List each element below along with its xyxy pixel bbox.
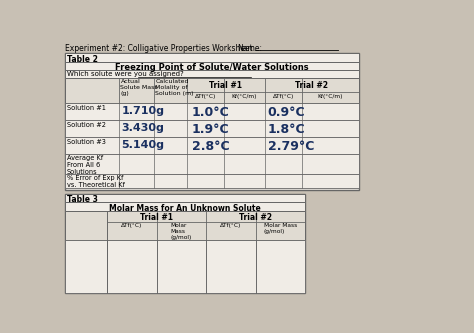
Bar (64, 53, 359, 62)
Text: Experiment #2: Colligative Properties Worksheet: Experiment #2: Colligative Properties Wo… (64, 44, 253, 53)
Text: 2.79°C: 2.79°C (268, 140, 314, 153)
Text: Actual
Solute Mass
(g): Actual Solute Mass (g) (120, 79, 158, 96)
Bar (64, 120, 359, 137)
Text: Which solute were you assigned?: Which solute were you assigned? (67, 71, 184, 77)
Text: Average Kf
From All 6
Solutions: Average Kf From All 6 Solutions (67, 156, 103, 175)
Bar (64, 79, 359, 103)
Text: Kf(°C/m): Kf(°C/m) (232, 94, 257, 99)
Text: 1.710g: 1.710g (121, 106, 164, 116)
Text: ΔTf(°C): ΔTf(°C) (121, 223, 143, 228)
Text: Solution #2: Solution #2 (67, 122, 106, 128)
Text: Molar
Mass
(g/mol): Molar Mass (g/mol) (171, 223, 192, 240)
Bar (64, 174, 359, 188)
Bar (64, 103, 359, 120)
Text: Trial #2: Trial #2 (295, 81, 328, 90)
Text: Molar Mass for An Unknown Solute: Molar Mass for An Unknown Solute (109, 203, 261, 212)
Text: 1.0°C: 1.0°C (192, 106, 229, 119)
Text: ΔTf(°C): ΔTf(°C) (220, 223, 242, 228)
Text: Solution #3: Solution #3 (67, 139, 106, 145)
Text: Trial #1: Trial #1 (210, 81, 242, 90)
Text: Table 2: Table 2 (67, 55, 98, 64)
Text: Trial #2: Trial #2 (239, 213, 272, 222)
Bar (64, 137, 359, 154)
Bar (64, 70, 359, 79)
Text: 5.140g: 5.140g (121, 140, 164, 150)
Text: ΔTf(°C): ΔTf(°C) (273, 94, 294, 99)
Text: Name:: Name: (237, 44, 263, 53)
Text: 0.9°C: 0.9°C (268, 106, 305, 119)
Bar (64, 240, 305, 292)
Text: Calculated
Molality of
Solution (m): Calculated Molality of Solution (m) (155, 79, 194, 96)
Text: % Error of Exp Kf
vs. Theoretical Kf: % Error of Exp Kf vs. Theoretical Kf (67, 175, 125, 188)
Bar (64, 202, 305, 211)
Text: 1.8°C: 1.8°C (268, 123, 305, 136)
Text: Freezing Point of Solute/Water Solutions: Freezing Point of Solute/Water Solutions (115, 63, 309, 72)
Bar (64, 62, 359, 70)
Text: Trial #1: Trial #1 (140, 213, 173, 222)
Bar (64, 53, 359, 190)
Text: Table 3: Table 3 (67, 195, 98, 204)
Text: Solution #1: Solution #1 (67, 105, 106, 111)
Bar (64, 194, 305, 202)
Text: ΔTf(°C): ΔTf(°C) (195, 94, 217, 99)
Text: Molar Mass
(g/mol): Molar Mass (g/mol) (264, 223, 297, 234)
Text: 3.430g: 3.430g (121, 123, 164, 133)
Text: Kf(°C/m): Kf(°C/m) (318, 94, 343, 99)
Text: 2.8°C: 2.8°C (192, 140, 229, 153)
Bar (64, 211, 305, 240)
Bar (64, 194, 305, 292)
Text: 1.9°C: 1.9°C (192, 123, 229, 136)
Bar (64, 154, 359, 174)
